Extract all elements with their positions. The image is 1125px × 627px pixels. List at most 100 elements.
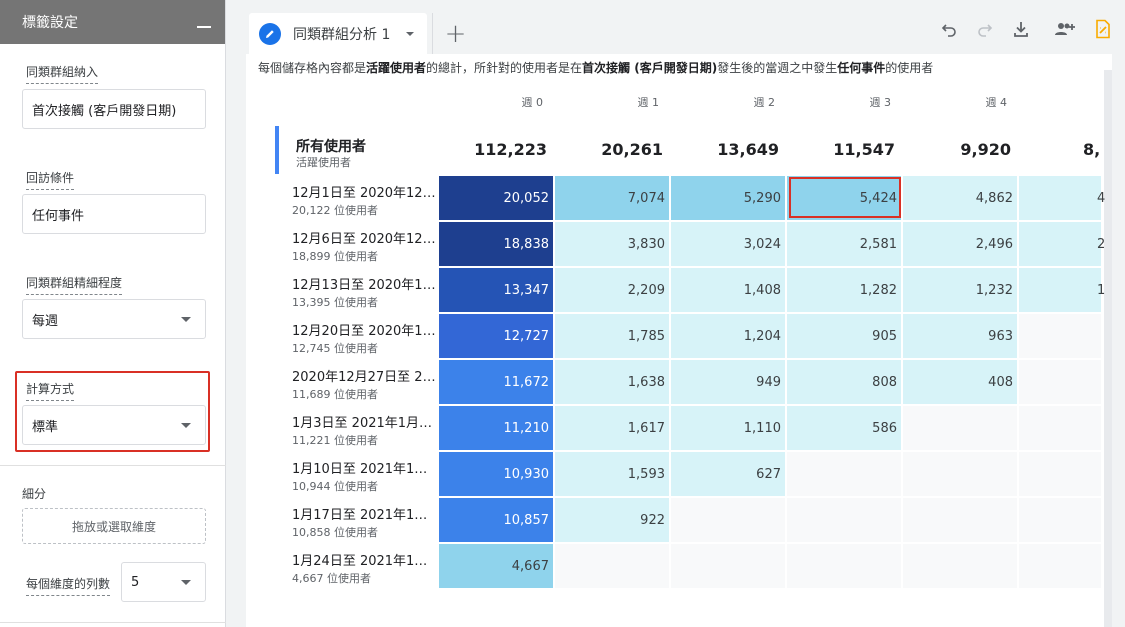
calculation-select[interactable]: 標準 xyxy=(22,405,206,445)
cohort-cell[interactable]: 13,347 xyxy=(439,268,553,312)
total-value: 9,920 xyxy=(960,140,1011,159)
cohort-cell[interactable]: 1,110 xyxy=(671,406,785,450)
undo-icon[interactable] xyxy=(938,18,960,40)
cohort-cell[interactable]: 2,496 xyxy=(903,222,1017,266)
cohort-cell[interactable] xyxy=(555,544,669,588)
cohort-cell[interactable]: 5,290 xyxy=(671,176,785,220)
chevron-down-icon[interactable] xyxy=(406,31,415,36)
breakdown-drop-zone[interactable]: 拖放或選取維度 xyxy=(22,508,206,544)
cohort-cell[interactable]: 3,830 xyxy=(555,222,669,266)
cohort-cell[interactable]: 408 xyxy=(903,360,1017,404)
cohort-cell[interactable]: 7,074 xyxy=(555,176,669,220)
download-icon[interactable] xyxy=(1010,18,1032,40)
total-value: 13,649 xyxy=(717,140,779,159)
cohort-cell[interactable]: 1,232 xyxy=(903,268,1017,312)
add-tab-button[interactable]: + xyxy=(432,13,478,54)
selected-cell-highlight xyxy=(789,177,901,218)
cohort-row-label: 12月20日至 2020年1… xyxy=(292,324,436,339)
chevron-down-icon xyxy=(181,423,191,428)
cohort-cell[interactable] xyxy=(903,406,1017,450)
cohort-cell[interactable]: 2 xyxy=(1019,222,1105,266)
cohort-cell[interactable]: 1,408 xyxy=(671,268,785,312)
breakdown-placeholder: 拖放或選取維度 xyxy=(71,519,156,534)
cohort-cell[interactable] xyxy=(671,544,785,588)
minimize-icon[interactable] xyxy=(197,26,211,28)
cohort-cell[interactable]: 1,638 xyxy=(555,360,669,404)
cohort-row-users: 12,745 位使用者 xyxy=(292,342,378,355)
cohort-cell[interactable]: 11,672 xyxy=(439,360,553,404)
return-criteria-label: 回訪條件 xyxy=(26,169,75,190)
cohort-cell[interactable]: 10,930 xyxy=(439,452,553,496)
tab-settings-panel: 標籤設定 同類群組納入 首次接觸 (客戶開發日期) 回訪條件 任何事件 同類群組… xyxy=(0,0,226,627)
redo-icon[interactable] xyxy=(974,18,996,40)
return-criteria-field[interactable]: 任何事件 xyxy=(22,194,206,234)
cohort-cell[interactable]: 12,727 xyxy=(439,314,553,358)
cohort-row-label: 1月3日至 2021年1月… xyxy=(292,416,433,431)
cohort-cell[interactable]: 1,785 xyxy=(555,314,669,358)
cohort-row-users: 20,122 位使用者 xyxy=(292,204,378,217)
cohort-cell[interactable]: 1,593 xyxy=(555,452,669,496)
cohort-cell[interactable] xyxy=(671,498,785,542)
calculation-label: 計算方式 xyxy=(26,380,75,401)
cohort-cell[interactable] xyxy=(1019,406,1101,450)
cohort-cell[interactable]: 949 xyxy=(671,360,785,404)
granularity-label: 同類群組精細程度 xyxy=(26,274,123,295)
cohort-cell[interactable]: 18,838 xyxy=(439,222,553,266)
cohort-row-label: 12月1日至 2020年12… xyxy=(292,186,436,201)
cohort-cell[interactable]: 5,424 xyxy=(787,176,901,220)
week-header: 週 4 xyxy=(985,96,1008,109)
cohort-cell[interactable] xyxy=(1019,452,1101,496)
divider xyxy=(0,622,226,623)
pencil-icon[interactable] xyxy=(259,22,281,45)
cohort-cell[interactable] xyxy=(1019,544,1101,588)
cohort-inclusion-field[interactable]: 首次接觸 (客戶開發日期) xyxy=(22,89,206,129)
cohort-cell[interactable]: 627 xyxy=(671,452,785,496)
return-criteria-value: 任何事件 xyxy=(32,208,85,224)
rows-per-dimension-select[interactable]: 5 xyxy=(121,562,206,602)
cohort-cell[interactable]: 808 xyxy=(787,360,901,404)
cohort-cell[interactable]: 4,667 xyxy=(439,544,553,588)
cohort-cell[interactable] xyxy=(903,452,1017,496)
cohort-cell[interactable]: 20,052 xyxy=(439,176,553,220)
cohort-cell[interactable] xyxy=(903,544,1017,588)
cohort-cell[interactable] xyxy=(1019,360,1101,404)
cohort-cell[interactable] xyxy=(787,544,901,588)
share-icon[interactable] xyxy=(1051,18,1079,40)
cohort-cell[interactable]: 10,857 xyxy=(439,498,553,542)
total-value: 11,547 xyxy=(833,140,895,159)
cohort-cell[interactable]: 4,862 xyxy=(903,176,1017,220)
granularity-select[interactable]: 每週 xyxy=(22,299,206,339)
cohort-cell[interactable]: 3,024 xyxy=(671,222,785,266)
cohort-cell[interactable]: 922 xyxy=(555,498,669,542)
cohort-cell[interactable]: 11,210 xyxy=(439,406,553,450)
tab-cohort-analysis[interactable]: 同類群組分析 1 xyxy=(249,13,427,54)
total-value: 8, xyxy=(1083,140,1101,159)
cohort-cell[interactable]: 2,581 xyxy=(787,222,901,266)
cohort-cell[interactable]: 963 xyxy=(903,314,1017,358)
cohort-cell[interactable]: 1,617 xyxy=(555,406,669,450)
vertical-scrollbar[interactable] xyxy=(1104,70,1112,627)
cohort-cell[interactable]: 1,282 xyxy=(787,268,901,312)
week-header: 週 2 xyxy=(753,96,776,109)
cohort-cell[interactable]: 4 xyxy=(1019,176,1105,220)
chevron-down-icon xyxy=(181,317,191,322)
cohort-cell[interactable] xyxy=(787,452,901,496)
cohort-cell[interactable]: 905 xyxy=(787,314,901,358)
cohort-cell[interactable]: 586 xyxy=(787,406,901,450)
cohort-cell[interactable]: 1,204 xyxy=(671,314,785,358)
insights-icon[interactable] xyxy=(1092,18,1114,40)
cohort-cell[interactable]: 1 xyxy=(1019,268,1105,312)
cohort-cell[interactable] xyxy=(1019,314,1101,358)
cohort-cell[interactable]: 2,209 xyxy=(555,268,669,312)
total-title: 所有使用者 xyxy=(296,139,366,155)
cohort-cell[interactable] xyxy=(1019,498,1101,542)
cohort-cell[interactable] xyxy=(787,498,901,542)
total-row: 所有使用者 活躍使用者 xyxy=(275,126,1101,174)
total-subtitle: 活躍使用者 xyxy=(296,156,351,169)
granularity-value: 每週 xyxy=(32,313,59,329)
cohort-row-users: 11,221 位使用者 xyxy=(292,434,378,447)
rows-per-dimension-value: 5 xyxy=(131,574,140,590)
cohort-row-users: 18,899 位使用者 xyxy=(292,250,378,263)
plus-icon: + xyxy=(444,18,467,49)
cohort-cell[interactable] xyxy=(903,498,1017,542)
